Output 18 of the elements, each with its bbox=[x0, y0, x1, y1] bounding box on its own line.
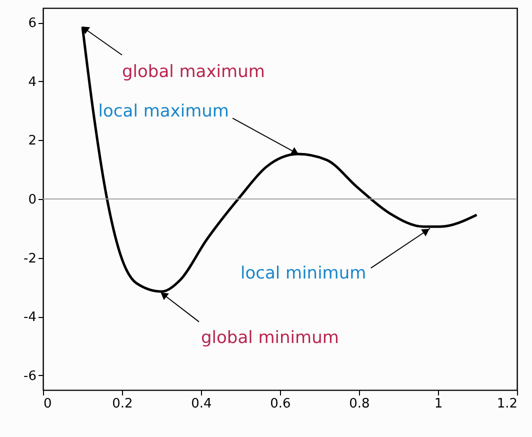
annotation: local minimum bbox=[240, 263, 366, 284]
x-tick-label: 0.4 bbox=[191, 396, 212, 412]
y-tick-label: -2 bbox=[24, 251, 36, 266]
y-tick-label: 6 bbox=[28, 16, 36, 32]
y-tick-label: -6 bbox=[24, 368, 36, 384]
y-tick-label: -4 bbox=[24, 310, 36, 326]
x-tick-label: 0.6 bbox=[270, 396, 291, 412]
x-tick-label: 0.2 bbox=[112, 396, 133, 412]
annotation: global minimum bbox=[201, 328, 339, 348]
x-tick-label: 1.2 bbox=[496, 396, 518, 412]
annotation: global maximum bbox=[122, 62, 265, 82]
y-tick-label: 4 bbox=[28, 74, 36, 90]
y-tick-label: 0 bbox=[28, 192, 36, 208]
x-tick-label: 1 bbox=[434, 396, 443, 412]
x-tick-label: 0.8 bbox=[349, 396, 370, 412]
annotation: local maximum bbox=[98, 102, 229, 122]
y-tick-label: 2 bbox=[28, 134, 36, 149]
x-tick-label: 0 bbox=[44, 396, 52, 412]
